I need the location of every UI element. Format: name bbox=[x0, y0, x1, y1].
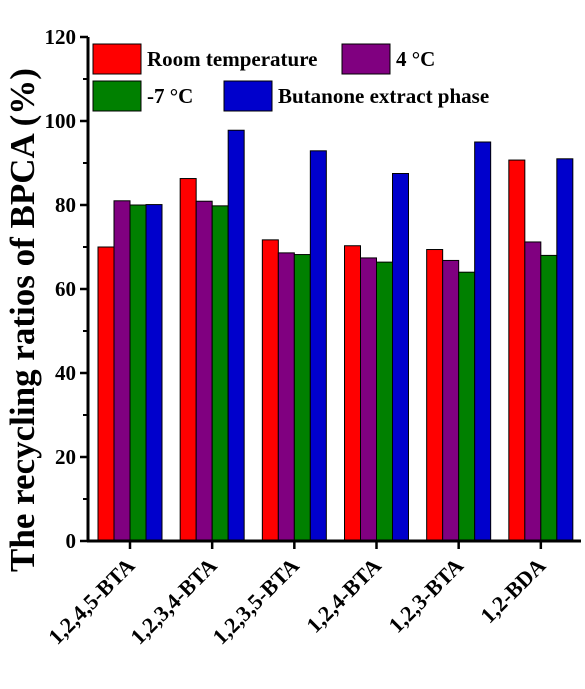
y-tick-label: 80 bbox=[55, 193, 76, 217]
bar-3-cat-5 bbox=[458, 271, 476, 542]
legend-label-4: Butanone extract phase bbox=[278, 84, 489, 108]
bar-2-cat-3 bbox=[277, 252, 295, 542]
bar-4-cat-1 bbox=[145, 204, 163, 542]
legend-swatch-1 bbox=[92, 43, 142, 75]
bar-3-cat-3 bbox=[293, 254, 311, 542]
y-tick-label: 40 bbox=[55, 361, 76, 385]
bar-1-cat-3 bbox=[261, 239, 279, 542]
bar-4-cat-2 bbox=[227, 129, 245, 542]
y-axis-label: The recycling ratios of BPCA (%) bbox=[3, 68, 42, 572]
bar-2-cat-1 bbox=[113, 200, 131, 542]
x-tick-label: 1,2,4,5-BTA bbox=[43, 553, 140, 650]
bar-3-cat-1 bbox=[129, 204, 147, 542]
legend-label-3: -7 °C bbox=[147, 84, 193, 108]
legend-swatch-3 bbox=[92, 80, 142, 112]
legend: Room temperature 4 °C -7 °C Butanone extrac… bbox=[92, 43, 489, 112]
bar-2-cat-5 bbox=[442, 259, 460, 542]
y-tick-label: 0 bbox=[66, 529, 77, 553]
bar-3-cat-6 bbox=[540, 254, 558, 542]
x-tick-label: 1,2,3,5-BTA bbox=[207, 553, 304, 650]
bar-1-cat-1 bbox=[97, 246, 115, 542]
legend-label-1: Room temperature bbox=[147, 47, 317, 71]
legend-label-2: 4 °C bbox=[396, 47, 435, 71]
x-tick-label: 1,2,3,4-BTA bbox=[125, 553, 222, 650]
bar-1-cat-5 bbox=[426, 249, 444, 542]
x-tick-label: 1,2-BDA bbox=[475, 553, 550, 628]
y-tick-label: 100 bbox=[45, 109, 77, 133]
bar-1-cat-2 bbox=[179, 178, 197, 542]
bar-4-cat-4 bbox=[392, 173, 409, 542]
bar-4-cat-5 bbox=[474, 141, 492, 542]
bar-2-cat-2 bbox=[195, 200, 213, 542]
bar-3-cat-4 bbox=[376, 261, 393, 542]
bar-1-cat-4 bbox=[344, 245, 361, 542]
y-ticks-group: 0 20 40 60 80 100 120 bbox=[45, 25, 88, 553]
bar-4-cat-3 bbox=[309, 150, 327, 542]
bars-group bbox=[97, 129, 574, 542]
x-tick-label: 1,2,3-BTA bbox=[383, 553, 468, 638]
legend-swatch-2 bbox=[341, 43, 391, 75]
y-tick-label: 20 bbox=[55, 445, 76, 469]
bar-2-cat-6 bbox=[524, 241, 542, 542]
x-ticks-group: 1,2,4,5-BTA1,2,3,4-BTA1,2,3,5-BTA1,2,4-B… bbox=[43, 541, 550, 649]
bar-3-cat-2 bbox=[211, 205, 229, 542]
y-tick-label: 120 bbox=[45, 25, 77, 49]
y-tick-label: 60 bbox=[55, 277, 76, 301]
bar-2-cat-4 bbox=[360, 257, 377, 542]
legend-swatch-4 bbox=[223, 80, 273, 112]
x-tick-label: 1,2,4-BTA bbox=[301, 553, 386, 638]
bar-1-cat-6 bbox=[508, 159, 526, 542]
bar-4-cat-6 bbox=[556, 158, 574, 542]
